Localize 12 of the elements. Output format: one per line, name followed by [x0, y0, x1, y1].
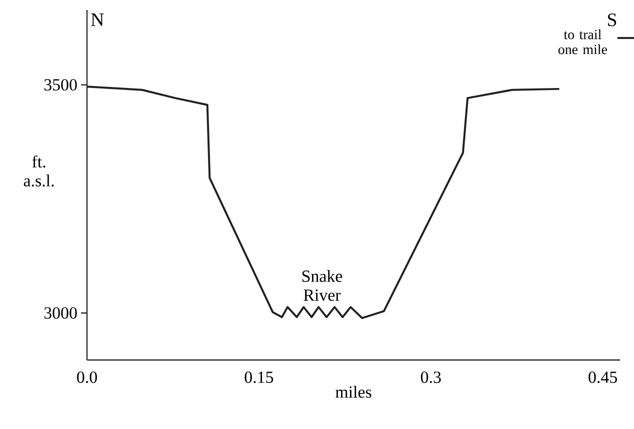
y-tick-label: 3500	[44, 79, 77, 91]
annotation: N	[91, 14, 104, 26]
annotation: S	[608, 14, 616, 26]
x-axis-title: miles	[336, 386, 372, 398]
y-axis-title: ft. a.s.l.	[24, 155, 54, 187]
y-tick-label: 3000	[44, 307, 77, 319]
x-tick-label: 0.0	[77, 372, 97, 384]
x-tick-label: 0.3	[420, 372, 441, 384]
x-tick-label: 0.15	[244, 372, 274, 384]
annotation: to trail one mile	[558, 29, 607, 54]
x-tick-label: 0.45	[588, 372, 617, 384]
annotation: Snake River	[302, 270, 342, 301]
